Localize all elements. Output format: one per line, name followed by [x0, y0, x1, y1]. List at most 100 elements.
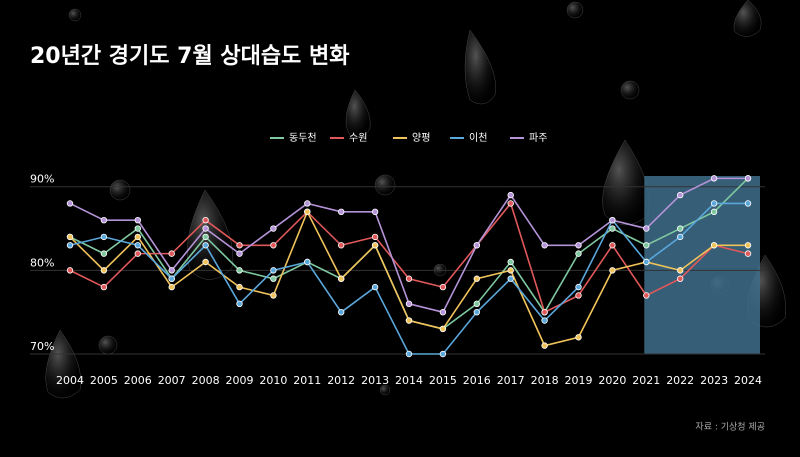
- data-point: [677, 267, 684, 274]
- data-point: [236, 283, 243, 291]
- x-tick-label: 2023: [700, 374, 728, 387]
- x-tick-label: 2017: [497, 374, 525, 387]
- data-point: [202, 225, 209, 232]
- x-tick-label: 2012: [327, 374, 355, 387]
- data-point: [643, 292, 650, 299]
- data-point: [100, 233, 108, 241]
- data-point: [473, 275, 480, 282]
- y-tick-label: 90%: [30, 173, 54, 186]
- data-point: [609, 216, 616, 224]
- data-point: [202, 216, 209, 224]
- data-point: [405, 275, 413, 282]
- data-point: [575, 283, 582, 291]
- data-point: [338, 308, 345, 316]
- data-point: [236, 300, 243, 308]
- data-point: [575, 292, 582, 299]
- data-point: [473, 242, 480, 249]
- data-point: [304, 200, 311, 207]
- highlight-region: [644, 176, 760, 354]
- data-point: [405, 317, 413, 324]
- data-point: [100, 250, 108, 257]
- x-tick-label: 2015: [429, 374, 457, 387]
- legend-label: 이천: [469, 132, 487, 144]
- data-point: [507, 200, 514, 207]
- data-point: [677, 191, 684, 199]
- data-point: [541, 342, 548, 349]
- data-point: [473, 308, 480, 316]
- data-point: [541, 242, 548, 249]
- x-tick-label: 2022: [666, 374, 694, 387]
- data-point: [168, 250, 175, 257]
- data-point: [168, 275, 175, 282]
- y-tick-label: 70%: [30, 340, 54, 353]
- data-point: [66, 267, 74, 274]
- data-point: [371, 208, 379, 216]
- data-point: [270, 225, 277, 232]
- data-point: [507, 191, 514, 199]
- legend-label: 양평: [412, 132, 430, 144]
- y-tick-label: 80%: [30, 256, 54, 269]
- data-point: [405, 300, 413, 308]
- source-note: 자료 : 기상청 제공: [695, 422, 765, 433]
- data-point: [134, 225, 141, 232]
- x-tick-label: 2009: [226, 374, 254, 387]
- x-tick-label: 2014: [395, 374, 423, 387]
- x-tick-label: 2004: [56, 374, 84, 387]
- data-point: [304, 208, 311, 216]
- data-point: [371, 233, 379, 241]
- data-point: [744, 242, 752, 249]
- data-point: [507, 258, 514, 266]
- data-point: [439, 325, 447, 333]
- data-point: [236, 242, 243, 249]
- data-point: [541, 308, 548, 316]
- data-point: [134, 242, 141, 249]
- data-point: [100, 267, 108, 274]
- data-point: [609, 267, 616, 274]
- data-point: [66, 200, 74, 207]
- x-tick-label: 2016: [463, 374, 491, 387]
- x-tick-label: 2008: [192, 374, 220, 387]
- legend-label: 수원: [349, 132, 367, 144]
- data-point: [575, 242, 582, 249]
- data-point: [270, 242, 277, 249]
- x-tick-label: 2019: [565, 374, 593, 387]
- data-point: [371, 283, 379, 291]
- x-tick-label: 2021: [632, 374, 660, 387]
- x-tick-label: 2013: [361, 374, 389, 387]
- legend-label: 파주: [529, 132, 547, 144]
- data-point: [473, 300, 480, 308]
- data-point: [710, 175, 718, 182]
- data-point: [100, 216, 108, 224]
- data-point: [134, 233, 141, 241]
- data-point: [575, 250, 582, 257]
- data-point: [202, 233, 209, 241]
- data-point: [710, 208, 718, 216]
- x-tick-label: 2018: [531, 374, 559, 387]
- data-point: [744, 250, 752, 257]
- data-point: [744, 200, 752, 207]
- data-point: [236, 250, 243, 257]
- data-point: [609, 242, 616, 249]
- data-point: [405, 350, 413, 358]
- data-point: [202, 242, 209, 249]
- data-point: [371, 242, 379, 249]
- data-point: [66, 242, 74, 249]
- data-point: [643, 258, 650, 266]
- x-tick-label: 2011: [293, 374, 321, 387]
- data-point: [66, 233, 74, 241]
- data-point: [338, 208, 345, 216]
- data-point: [677, 275, 684, 282]
- data-point: [270, 267, 277, 274]
- chart-title: 20년간 경기도 7월 상대습도 변화: [30, 44, 349, 69]
- x-tick-label: 2007: [158, 374, 186, 387]
- legend-label: 동두천: [289, 132, 317, 144]
- x-tick-label: 2024: [734, 374, 762, 387]
- data-point: [134, 216, 141, 224]
- data-point: [541, 317, 548, 324]
- x-tick-label: 2005: [90, 374, 118, 387]
- x-tick-label: 2006: [124, 374, 152, 387]
- data-point: [202, 258, 209, 266]
- data-point: [100, 283, 108, 291]
- data-point: [643, 242, 650, 249]
